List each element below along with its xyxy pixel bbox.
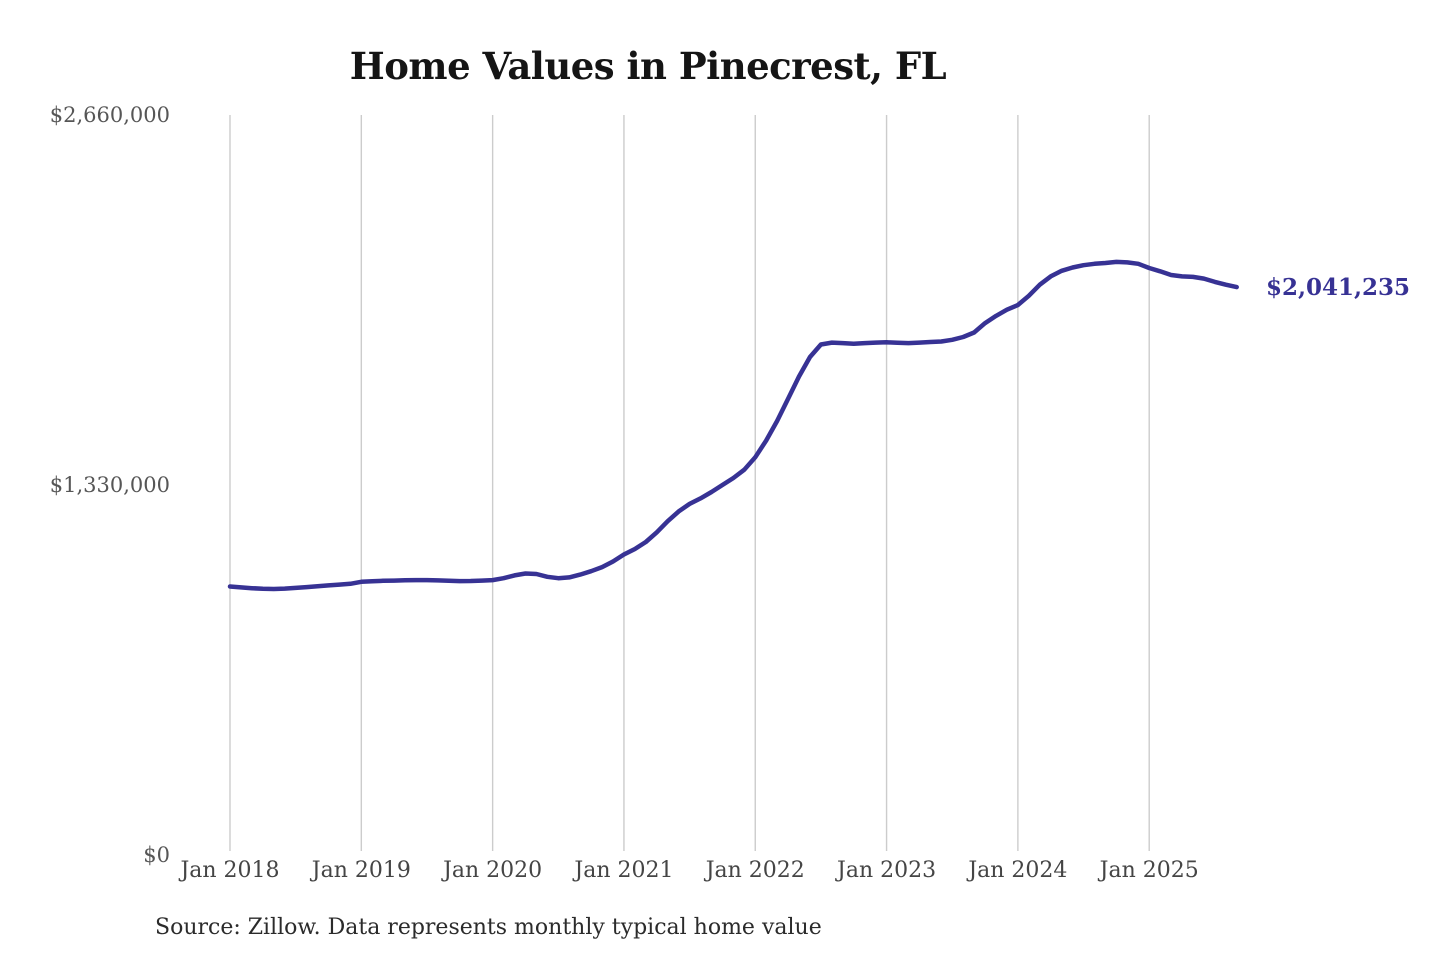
end-value-label: $2,041,235 <box>1266 274 1410 301</box>
y-tick-label: $2,660,000 <box>50 103 170 127</box>
y-tick-label: $1,330,000 <box>50 473 170 497</box>
home-value-line <box>227 259 1239 592</box>
x-tick-label: Jan 2025 <box>1098 858 1199 883</box>
x-tick-label: Jan 2019 <box>310 858 411 883</box>
x-tick-label: Jan 2020 <box>441 858 542 883</box>
x-tick-label: Jan 2018 <box>178 858 279 883</box>
y-tick-label: $0 <box>143 843 170 867</box>
chart-title: Home Values in Pinecrest, FL <box>349 44 947 88</box>
x-tick-label: Jan 2024 <box>966 858 1067 883</box>
x-tick-label: Jan 2022 <box>704 858 805 883</box>
x-tick-label: Jan 2023 <box>835 858 936 883</box>
source-note: Source: Zillow. Data represents monthly … <box>155 915 822 940</box>
x-tick-label: Jan 2021 <box>572 858 673 883</box>
